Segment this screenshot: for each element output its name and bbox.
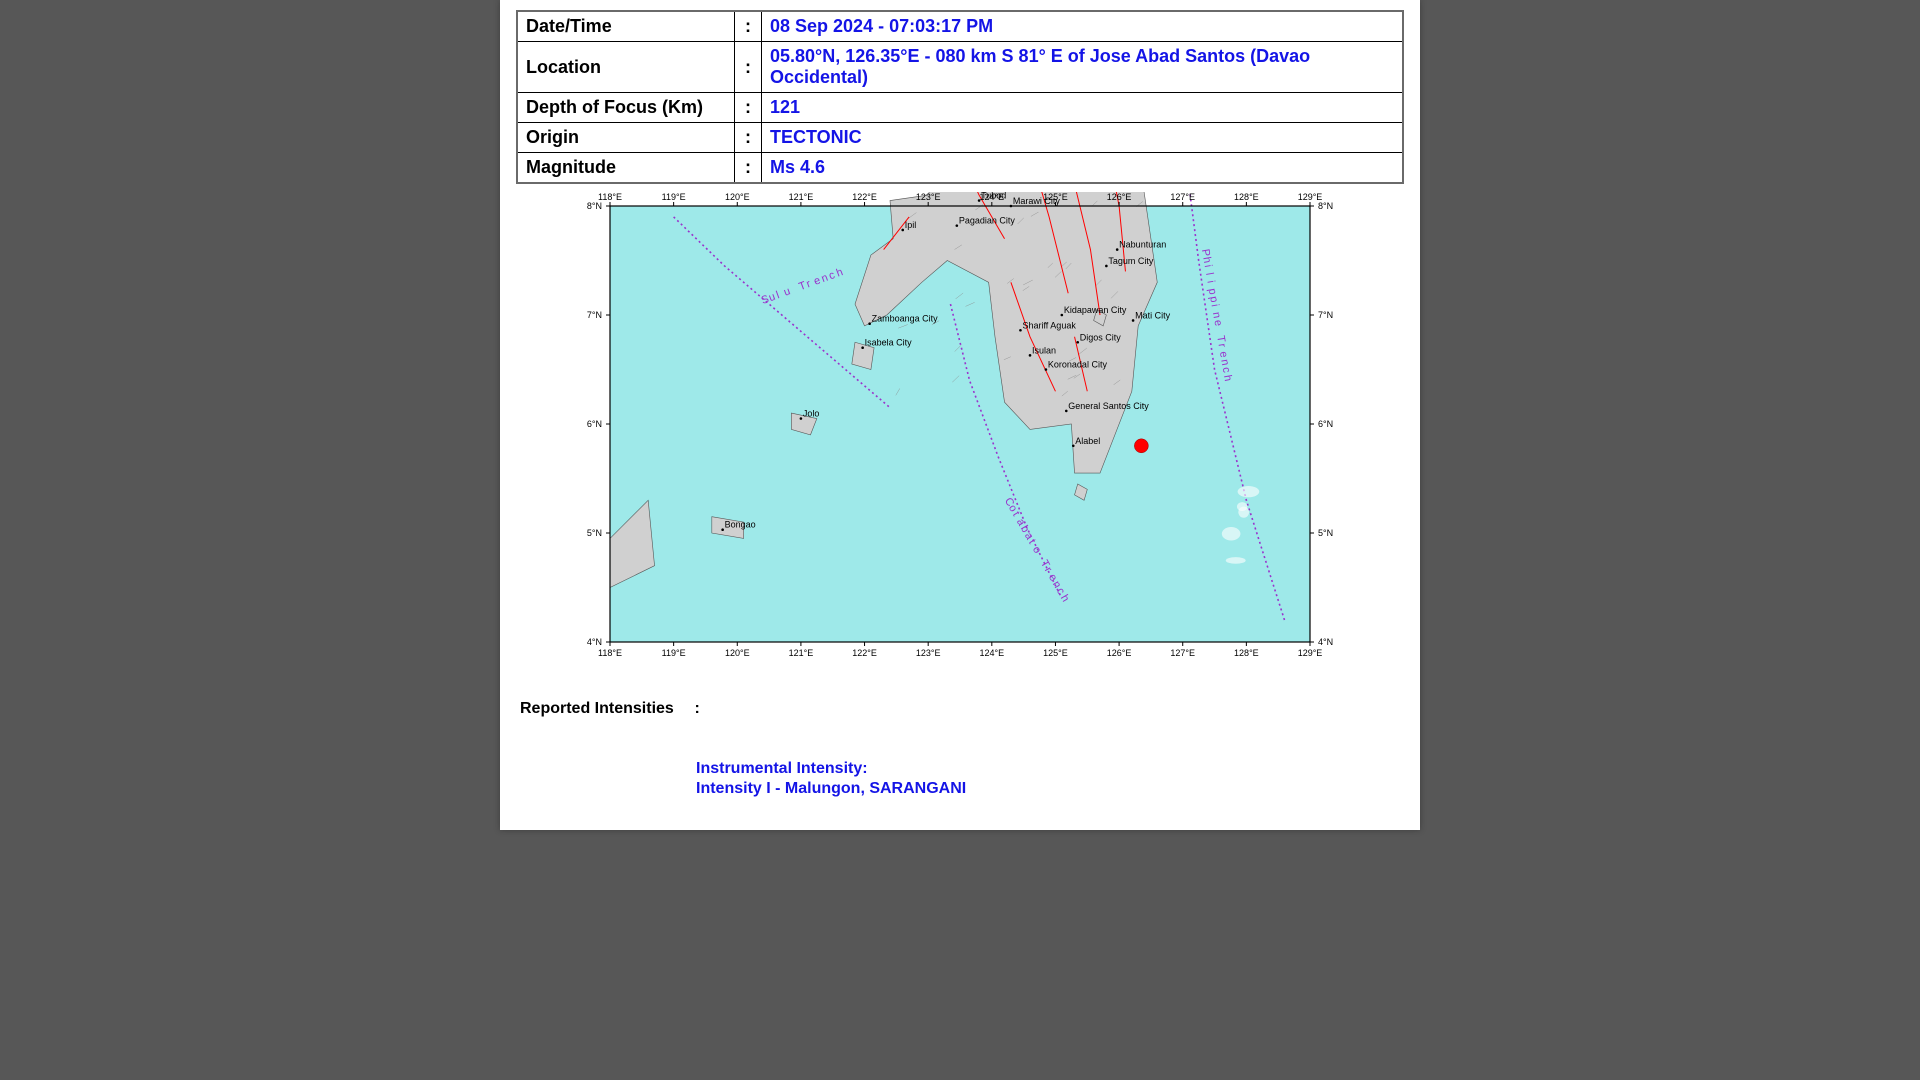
info-value: 08 Sep 2024 - 07:03:17 PM xyxy=(762,11,1404,42)
svg-text:6°N: 6°N xyxy=(1318,419,1333,429)
svg-text:127°E: 127°E xyxy=(1170,648,1195,658)
svg-text:118°E: 118°E xyxy=(598,648,622,658)
epicenter-map: 118°E118°E119°E119°E120°E120°E121°E121°E… xyxy=(555,192,1365,672)
info-label: Magnitude xyxy=(517,153,735,184)
svg-text:8°N: 8°N xyxy=(1318,201,1333,211)
document-page: Date/Time:08 Sep 2024 - 07:03:17 PMLocat… xyxy=(500,0,1420,830)
info-value: Ms 4.6 xyxy=(762,153,1404,184)
svg-text:Ipil: Ipil xyxy=(905,220,917,230)
info-label: Location xyxy=(517,42,735,93)
svg-text:Alabel: Alabel xyxy=(1075,436,1100,446)
svg-text:121°E: 121°E xyxy=(789,648,814,658)
info-value: TECTONIC xyxy=(762,123,1404,153)
reported-intensities-section: Reported Intensities : xyxy=(520,700,1420,718)
svg-text:Digos City: Digos City xyxy=(1080,332,1122,342)
svg-text:120°E: 120°E xyxy=(725,192,750,202)
instrumental-intensity-line: Intensity I - Malungon, SARANGANI xyxy=(696,780,1420,798)
info-row: Origin:TECTONIC xyxy=(517,123,1403,153)
svg-text:7°N: 7°N xyxy=(1318,310,1333,320)
svg-text:125°E: 125°E xyxy=(1043,648,1068,658)
svg-text:Marawi City: Marawi City xyxy=(1013,196,1061,206)
svg-text:4°N: 4°N xyxy=(1318,637,1333,647)
svg-text:129°E: 129°E xyxy=(1298,648,1323,658)
svg-text:Nabunturan: Nabunturan xyxy=(1119,240,1166,250)
svg-text:122°E: 122°E xyxy=(852,648,877,658)
info-label: Origin xyxy=(517,123,735,153)
info-colon: : xyxy=(735,123,762,153)
svg-text:Mati City: Mati City xyxy=(1135,310,1171,320)
svg-text:Kidapawan City: Kidapawan City xyxy=(1064,305,1127,315)
svg-text:120°E: 120°E xyxy=(725,648,750,658)
svg-text:121°E: 121°E xyxy=(789,192,814,202)
svg-text:123°E: 123°E xyxy=(916,648,941,658)
info-row: Magnitude:Ms 4.6 xyxy=(517,153,1403,184)
info-label: Date/Time xyxy=(517,11,735,42)
svg-text:128°E: 128°E xyxy=(1234,192,1259,202)
svg-text:4°N: 4°N xyxy=(587,637,602,647)
svg-text:General Santos City: General Santos City xyxy=(1068,401,1149,411)
svg-text:128°E: 128°E xyxy=(1234,648,1259,658)
svg-text:8°N: 8°N xyxy=(587,201,602,211)
info-row: Date/Time:08 Sep 2024 - 07:03:17 PM xyxy=(517,11,1403,42)
svg-text:Koronadal City: Koronadal City xyxy=(1048,360,1108,370)
info-value: 05.80°N, 126.35°E - 080 km S 81° E of Jo… xyxy=(762,42,1404,93)
svg-text:Tagum City: Tagum City xyxy=(1108,256,1154,266)
svg-text:6°N: 6°N xyxy=(587,419,602,429)
map-svg: 118°E118°E119°E119°E120°E120°E121°E121°E… xyxy=(555,192,1365,672)
svg-text:Shariff Aguak: Shariff Aguak xyxy=(1022,320,1076,330)
svg-text:Pagadian City: Pagadian City xyxy=(959,216,1016,226)
svg-text:Bongao: Bongao xyxy=(725,520,756,530)
reported-intensities-label: Reported Intensities xyxy=(520,700,690,718)
svg-text:Tubod: Tubod xyxy=(981,192,1006,201)
svg-text:Jolo: Jolo xyxy=(803,409,820,419)
svg-text:126°E: 126°E xyxy=(1107,192,1132,202)
instrumental-intensity-block: Instrumental Intensity: Intensity I - Ma… xyxy=(696,760,1420,798)
svg-text:5°N: 5°N xyxy=(1318,528,1333,538)
svg-text:119°E: 119°E xyxy=(662,192,686,202)
earthquake-info-table: Date/Time:08 Sep 2024 - 07:03:17 PMLocat… xyxy=(516,10,1404,184)
svg-text:127°E: 127°E xyxy=(1170,192,1195,202)
svg-text:119°E: 119°E xyxy=(662,648,686,658)
instrumental-intensity-title: Instrumental Intensity: xyxy=(696,760,1420,778)
info-colon: : xyxy=(735,42,762,93)
info-value: 121 xyxy=(762,93,1404,123)
info-label: Depth of Focus (Km) xyxy=(517,93,735,123)
svg-text:Zamboanga City: Zamboanga City xyxy=(872,314,939,324)
info-row: Depth of Focus (Km):121 xyxy=(517,93,1403,123)
svg-text:123°E: 123°E xyxy=(916,192,941,202)
svg-text:Isulan: Isulan xyxy=(1032,345,1056,355)
svg-text:5°N: 5°N xyxy=(587,528,602,538)
info-colon: : xyxy=(735,11,762,42)
reported-intensities-colon: : xyxy=(694,700,699,717)
svg-text:Isabela City: Isabela City xyxy=(865,338,913,348)
info-colon: : xyxy=(735,153,762,184)
info-colon: : xyxy=(735,93,762,123)
svg-text:124°E: 124°E xyxy=(980,648,1005,658)
svg-text:126°E: 126°E xyxy=(1107,648,1132,658)
svg-text:122°E: 122°E xyxy=(852,192,877,202)
svg-text:7°N: 7°N xyxy=(587,310,602,320)
info-row: Location:05.80°N, 126.35°E - 080 km S 81… xyxy=(517,42,1403,93)
